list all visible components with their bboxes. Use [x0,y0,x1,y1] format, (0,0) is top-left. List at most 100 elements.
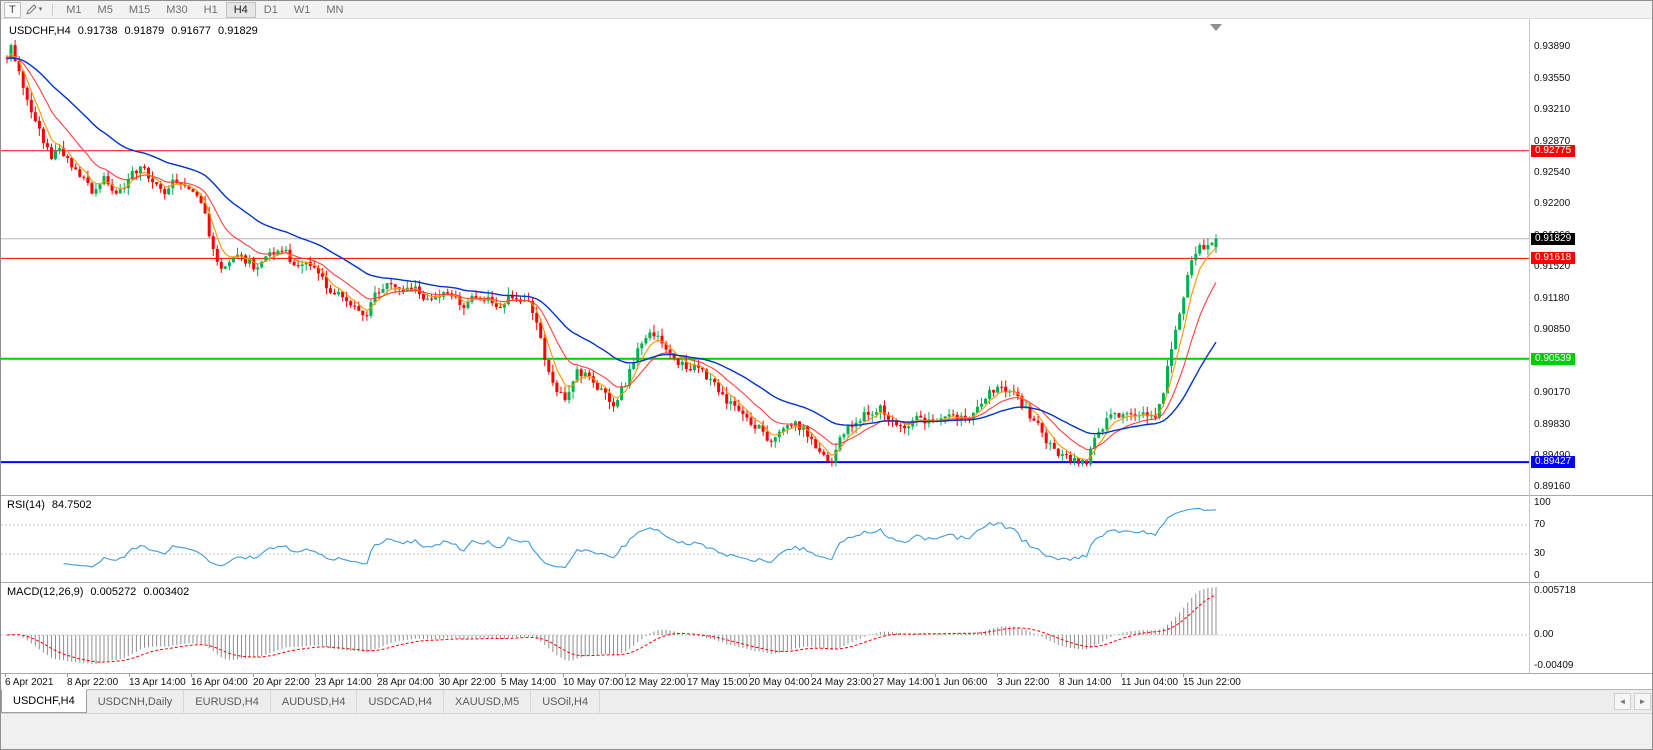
macd-axis-label: 0.005718 [1534,585,1576,596]
time-axis-label: 8 Jun 14:00 [1059,677,1112,688]
rsi-axis-label: 0 [1534,570,1540,581]
support-line-blue-badge: 0.89427 [1531,456,1576,468]
chart-open-value: 0.91738 [77,25,118,37]
tab-label: AUDUSD,H4 [281,695,346,708]
time-axis-label: 23 Apr 14:00 [315,677,372,688]
tab-usdcad-h4[interactable]: USDCAD,H4 [357,690,445,713]
time-axis-label: 10 May 07:00 [563,677,624,688]
time-axis-label: 8 Apr 22:00 [67,677,119,688]
macd-signal-line [6,594,1217,663]
text-tool-button[interactable]: T [4,1,21,18]
tab-eurusd-h4[interactable]: EURUSD,H4 [184,690,271,713]
tab-audusd-h4[interactable]: AUDUSD,H4 [271,690,358,713]
tab-usdchf-h4[interactable]: USDCHF,H4 [1,689,87,713]
draw-tool-button[interactable]: ▾ [21,2,48,18]
price-axis-label: 0.91180 [1534,293,1570,304]
rsi-axis-label: 30 [1534,548,1546,559]
tab-scroll-left-button[interactable]: ◄ [1614,693,1631,710]
caret-down-icon: ▾ [38,6,43,13]
timeframe-mn-button[interactable]: MN [318,2,351,18]
tab-usoil-h4[interactable]: USOil,H4 [531,690,601,713]
price-axis-label: 0.89160 [1534,481,1571,492]
chart-overlay: 0.93890 0.93550 0.93210 0.92870 0.92540 0.922… [1,19,1652,689]
tab-label: USDCAD,H4 [368,695,433,708]
ma-slow-line [6,57,1217,435]
timeframe-label: D1 [263,3,278,16]
rsi-line [63,507,1217,569]
timeframe-label: H1 [203,3,218,16]
timeframe-m1-button[interactable]: M1 [58,2,89,18]
macd-axis-label: -0.00409 [1534,660,1574,671]
timeframe-label: M1 [66,3,82,16]
chart-shift-marker[interactable] [1210,24,1222,31]
rsi-axis-label: 100 [1534,497,1551,508]
tab-label: USDCNH,Daily [97,695,173,708]
time-axis-label: 11 Jun 04:00 [1121,677,1179,688]
timeframe-label: MN [326,3,344,16]
macd-name-label: MACD(12,26,9) [7,586,84,598]
time-axis-label: 20 Apr 22:00 [253,677,310,688]
toolbar-separator [52,3,54,16]
timeframe-d1-button[interactable]: D1 [256,2,286,18]
window-bottom-strip [1,713,1652,749]
timeframe-h1-button[interactable]: H1 [196,2,226,18]
ma-mid-line [6,56,1217,451]
timeframe-h4-button[interactable]: H4 [225,1,256,18]
timeframe-label: M5 [97,3,113,16]
macd-value: 0.005272 [90,586,137,598]
timeframe-label: W1 [293,3,311,16]
scroll-right-icon: ► [1638,697,1647,706]
price-axis-label: 0.92540 [1534,167,1571,178]
time-axis-label: 24 May 23:00 [811,677,872,688]
price-axis-label: 0.93550 [1534,73,1571,84]
rsi-axis-label: 70 [1534,519,1546,530]
resistance-line-lower-badge: 0.91618 [1531,252,1576,264]
price-axis-label: 0.89490 [1534,450,1570,462]
price-axis-label: 0.90850 [1534,324,1571,335]
tab-usdcnh-daily[interactable]: USDCNH,Daily [87,690,185,713]
chart-ohlc-title: USDCHF,H4 0.91738 0.91879 0.91677 0.9182… [9,25,258,37]
bid-price-badge: 0.91829 [1531,233,1576,245]
time-axis-label: 3 Jun 22:00 [997,677,1050,688]
chart-low-value: 0.91677 [171,25,212,37]
price-axis-label: 0.90170 [1534,387,1571,398]
time-axis-label: 28 Apr 04:00 [377,677,434,688]
chart-canvas[interactable] [1,19,1653,689]
tab-label: XAUUSD,M5 [455,695,520,708]
tab-label: USOil,H4 [542,695,589,708]
time-axis-label: 17 May 15:00 [687,677,748,688]
timeframe-label: H4 [233,3,248,16]
scroll-left-icon: ◄ [1618,697,1627,706]
tab-xauusd-m5[interactable]: XAUUSD,M5 [444,690,532,713]
time-axis-label: 12 May 22:00 [625,677,686,688]
text-tool-label: T [9,3,16,16]
chart-tab-bar: USDCHF,H4 USDCNH,Daily EURUSD,H4 AUDUSD,… [1,689,1652,713]
price-axis-label: 0.92200 [1534,198,1571,209]
timeframe-m30-button[interactable]: M30 [158,2,195,18]
timeframe-m5-button[interactable]: M5 [90,2,121,18]
price-axis-label: 0.91520 [1534,261,1571,272]
support-line-green-badge: 0.90539 [1531,353,1576,365]
tab-label: EURUSD,H4 [195,695,259,708]
tab-scroll-controls: ◄ ► [1614,693,1651,710]
time-axis-label: 16 Apr 04:00 [191,677,248,688]
price-axis-label: 0.93210 [1534,104,1571,115]
chart-high-value: 0.91879 [124,25,165,37]
rsi-name-label: RSI(14) [7,499,45,511]
time-axis-label: 15 Jun 22:00 [1183,677,1241,688]
pencil-icon [25,4,37,15]
timeframe-m15-button[interactable]: M15 [121,2,158,18]
price-axis-label: 0.89830 [1534,419,1571,430]
resistance-line-upper-badge: 0.92775 [1531,145,1576,157]
time-axis-label: 20 May 04:00 [749,677,810,688]
macd-axis-label: 0.00 [1534,629,1554,640]
price-axis-label: 0.93890 [1534,41,1571,52]
ma-fast-line [6,53,1217,462]
time-axis-label: 13 Apr 14:00 [129,677,186,688]
time-axis-label: 1 Jun 06:00 [935,677,988,688]
tab-scroll-right-button[interactable]: ► [1634,693,1651,710]
time-axis-label: 27 May 14:00 [873,677,934,688]
timeframe-label: M30 [166,3,188,16]
chart-window: 0.93890 0.93550 0.93210 0.92870 0.92540 0.922… [1,19,1652,689]
timeframe-w1-button[interactable]: W1 [286,2,319,18]
